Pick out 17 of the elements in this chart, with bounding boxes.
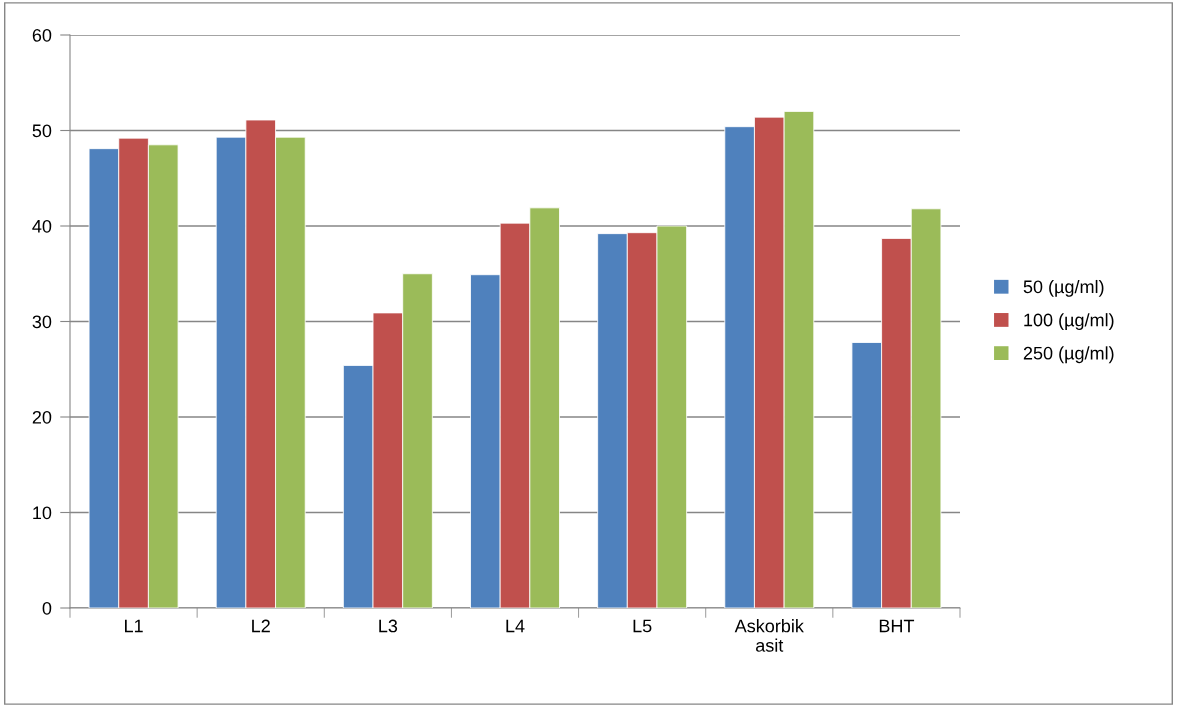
x-tick-label: L2	[252, 619, 270, 633]
y-tick-label: 10	[33, 506, 52, 520]
y-tick-label: 20	[32, 410, 52, 424]
y-tick-label: 30	[32, 315, 52, 329]
legend-label: 250 (µg/ml)	[1023, 346, 1114, 364]
y-tick-label: 40	[32, 219, 52, 233]
legend-label: 100 (µg/ml)	[1024, 313, 1114, 330]
x-tick-label: Askorbik asit	[734, 619, 804, 652]
legend-label: 50 (µg/ml)	[1023, 279, 1104, 297]
x-tick-label: L1	[125, 619, 143, 633]
y-tick-label: 50	[32, 124, 52, 138]
x-tick-label: L4	[506, 619, 525, 633]
y-tick-label: 60	[32, 28, 52, 42]
x-tick-label: L3	[379, 619, 398, 633]
y-tick-label: 0	[42, 601, 52, 615]
x-tick-label: BHT	[879, 619, 915, 633]
x-tick-label: L5	[633, 619, 652, 633]
